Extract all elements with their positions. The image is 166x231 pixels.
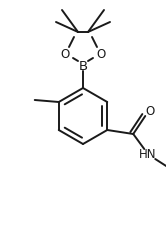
Text: O: O xyxy=(60,48,70,61)
Text: B: B xyxy=(79,60,87,73)
Text: O: O xyxy=(96,48,106,61)
Text: HN: HN xyxy=(138,148,156,161)
Text: O: O xyxy=(146,105,155,118)
